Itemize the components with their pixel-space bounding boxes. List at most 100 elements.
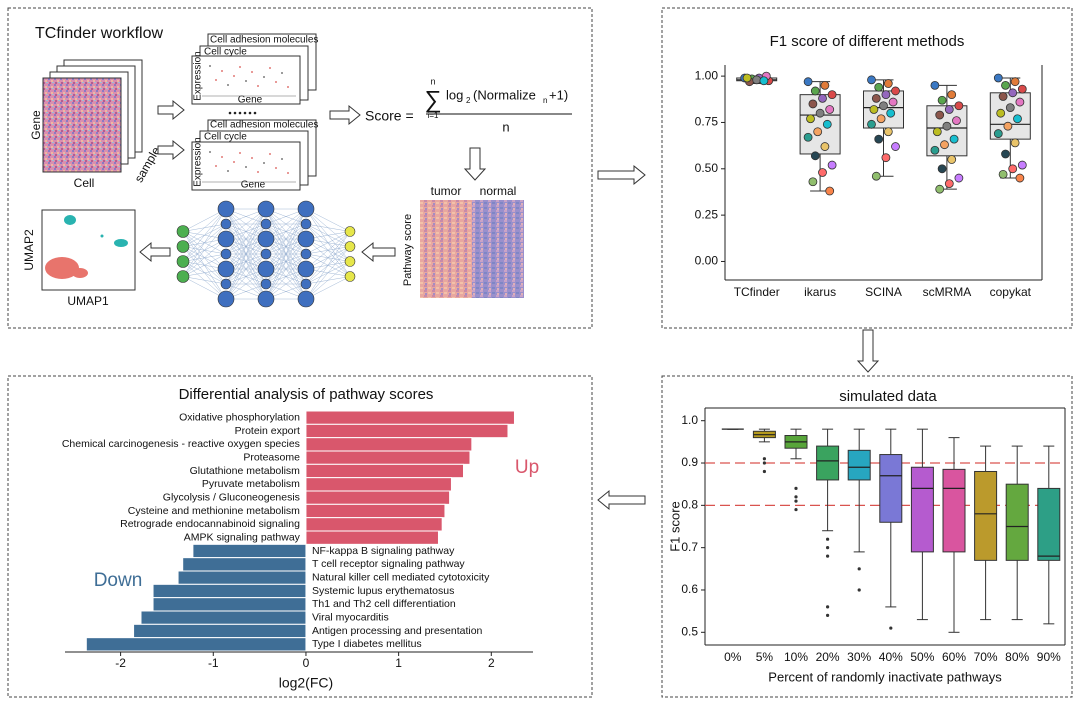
- point: [935, 110, 945, 120]
- point: [752, 75, 762, 85]
- outlier: [762, 461, 767, 465]
- panel-borders: [7, 7, 1073, 698]
- point: [1013, 114, 1022, 124]
- nn-edge: [265, 208, 307, 255]
- mini-dot: [245, 166, 247, 168]
- nn-node: [217, 290, 235, 308]
- box: [974, 470, 998, 561]
- point: [818, 168, 827, 177]
- x-tick-label: -2: [115, 656, 126, 670]
- bar-label: Type I diabetes mellitus: [312, 638, 422, 650]
- matrix-gene: Gene: [29, 110, 43, 140]
- y-tick-label: 1.0: [681, 413, 698, 427]
- mini-dot: [275, 167, 277, 169]
- x-tick-label: 50%: [910, 650, 934, 664]
- nn-node: [300, 248, 312, 260]
- umap-y-label: UMAP2: [22, 229, 36, 271]
- bar-label: Glutathione metabolism: [190, 465, 301, 477]
- x-tick-label: 70%: [974, 650, 998, 664]
- bar: [152, 597, 307, 612]
- formula-log-sub: 2: [466, 96, 471, 105]
- point: [759, 76, 769, 86]
- point: [935, 184, 945, 194]
- bar-label: Systemic lupus erythematosus: [312, 585, 454, 597]
- nn-node: [297, 230, 315, 248]
- umap-x-label: UMAP1: [67, 294, 109, 308]
- chart-title: Differential analysis of pathway scores: [179, 386, 434, 403]
- mini-dot: [221, 70, 223, 72]
- bar-label: Th1 and Th2 cell differentiation: [312, 598, 456, 610]
- mini-dot: [215, 165, 217, 167]
- outlier: [826, 605, 830, 609]
- nn-node: [217, 200, 235, 218]
- nn-edge: [265, 208, 307, 270]
- x-tick-label: 0%: [724, 650, 742, 664]
- point: [942, 121, 952, 131]
- umap-cluster: [72, 268, 88, 278]
- point: [742, 73, 752, 83]
- bar-label: Antigen processing and presentation: [312, 625, 483, 637]
- nn-node: [257, 230, 275, 248]
- point: [876, 114, 886, 124]
- umap-cluster: [64, 215, 76, 225]
- point: [998, 169, 1008, 179]
- decorations: [139, 65, 880, 511]
- point: [1005, 103, 1015, 113]
- mini-dot: [269, 153, 271, 155]
- point: [869, 105, 879, 114]
- x-tick-label: TCfinder: [734, 285, 780, 299]
- outlier: [762, 457, 767, 461]
- matrix-cell: Cell: [74, 176, 95, 190]
- plot-x-label: Gene: [238, 95, 263, 106]
- mini-dot: [269, 67, 271, 69]
- nn-node: [220, 218, 232, 230]
- box: [1005, 483, 1029, 561]
- nn-node: [297, 200, 315, 218]
- point: [874, 134, 884, 144]
- x-tick-label: ikarus: [804, 285, 836, 299]
- mini-dot: [221, 156, 223, 158]
- point: [871, 171, 881, 181]
- point: [954, 101, 964, 111]
- ellipsis-dot: [233, 111, 237, 115]
- x-tick-label: scMRMA: [923, 285, 972, 299]
- panel-b: [661, 7, 1073, 329]
- point: [827, 90, 837, 100]
- x-tick-label: 40%: [879, 650, 903, 664]
- nn-edge: [265, 253, 307, 300]
- formula-sum-bottom: i=1: [428, 111, 439, 120]
- box: [1037, 487, 1061, 561]
- point: [867, 75, 876, 85]
- arrow: [597, 164, 646, 186]
- nn-edge: [182, 276, 227, 285]
- matrix-stack: [42, 59, 143, 173]
- point: [891, 86, 900, 96]
- point: [883, 127, 893, 137]
- outlier: [826, 554, 830, 558]
- y-tick-label: 0.6: [681, 582, 698, 596]
- mini-dot: [257, 171, 259, 173]
- arrow: [597, 489, 646, 511]
- bar-label: Chemical carcinogenesis - reactive oxyge…: [62, 438, 300, 450]
- nn-edge: [182, 253, 227, 277]
- arrow: [329, 104, 361, 126]
- x-tick-label: 2: [488, 656, 495, 670]
- point: [930, 145, 940, 155]
- point: [940, 140, 949, 150]
- ellipsis-dot: [228, 111, 232, 115]
- bar: [305, 517, 443, 532]
- x-tick-label: 5%: [756, 650, 774, 664]
- y-tick-label: 0.25: [695, 207, 719, 221]
- bar: [305, 530, 439, 545]
- arrow: [157, 99, 185, 121]
- point: [810, 86, 820, 96]
- x-axis-label: log2(FC): [279, 675, 333, 691]
- ellipsis-dot: [238, 111, 242, 115]
- x-tick-label: 0: [303, 656, 310, 670]
- point: [879, 101, 888, 111]
- x-tick-label: -1: [208, 656, 219, 670]
- point: [932, 127, 942, 137]
- box: [942, 468, 966, 553]
- plot-back-title: Cell adhesion molecules: [210, 35, 318, 46]
- y-tick-label: 0.8: [681, 498, 698, 512]
